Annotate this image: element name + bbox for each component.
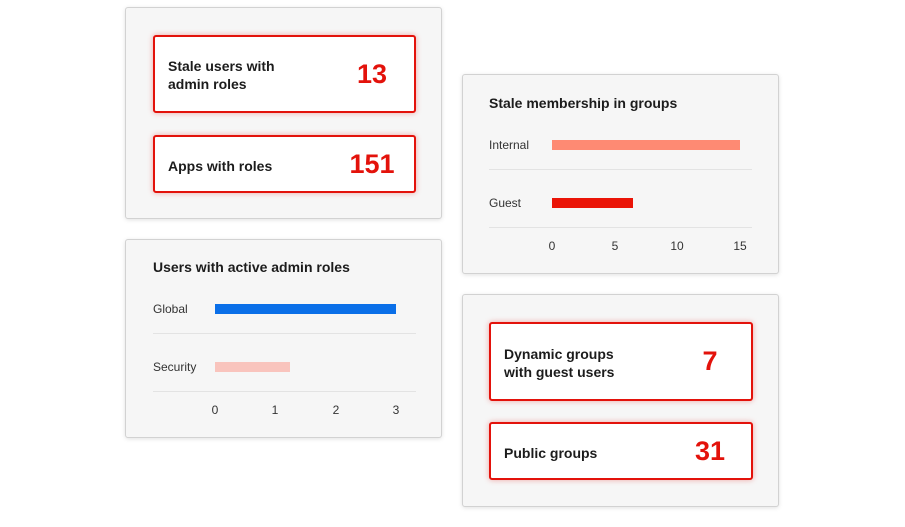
stale-users-admin-card[interactable]: Stale users with admin roles 13 <box>153 35 416 113</box>
category-label: Global <box>153 302 188 316</box>
stat-value: 31 <box>694 436 726 466</box>
bar-internal <box>552 140 740 150</box>
gridline <box>153 391 416 392</box>
bar-global <box>215 304 396 314</box>
stat-label-line: admin roles <box>168 76 247 92</box>
chart-title: Users with active admin roles <box>153 259 350 275</box>
stat-value: 151 <box>349 149 395 179</box>
dynamic-groups-guest-card[interactable]: Dynamic groups with guest users 7 <box>489 322 753 401</box>
x-tick-label: 10 <box>670 239 684 253</box>
gridline <box>489 227 752 228</box>
category-label: Guest <box>489 196 522 210</box>
stat-label-line: with guest users <box>504 364 615 380</box>
stat-value: 7 <box>702 346 718 376</box>
chart-title: Stale membership in groups <box>489 95 678 111</box>
stat-value: 13 <box>356 59 388 89</box>
stat-label: Public groups <box>504 445 598 461</box>
stat-label-line: Dynamic groups <box>504 346 614 362</box>
x-tick-label: 1 <box>271 403 279 417</box>
x-tick-label: 2 <box>332 403 340 417</box>
stale-membership-chart-panel: Stale membership in groups Internal Gues… <box>462 74 779 274</box>
x-tick-label: 15 <box>733 239 747 253</box>
x-tick-label: 0 <box>211 403 219 417</box>
public-groups-card[interactable]: Public groups 31 <box>489 422 753 480</box>
admin-roles-chart-panel: Users with active admin roles Global Sec… <box>125 239 442 438</box>
stat-label: Dynamic groups with guest users <box>504 345 614 381</box>
gridline <box>153 333 416 334</box>
category-label: Security <box>153 360 197 374</box>
stats-panel-bottom: Dynamic groups with guest users 7 Public… <box>462 294 779 507</box>
x-tick-label: 5 <box>611 239 619 253</box>
category-label: Internal <box>489 138 530 152</box>
x-tick-label: 0 <box>548 239 556 253</box>
x-tick-label: 3 <box>392 403 400 417</box>
stat-label: Apps with roles <box>168 158 273 174</box>
gridline <box>489 169 752 170</box>
apps-with-roles-card[interactable]: Apps with roles 151 <box>153 135 416 193</box>
bar-guest <box>552 198 633 208</box>
stat-label-line: Stale users with <box>168 58 275 74</box>
bar-security <box>215 362 290 372</box>
stats-panel-top: Stale users with admin roles 13 Apps wit… <box>125 7 442 219</box>
stat-label: Stale users with admin roles <box>168 57 275 93</box>
